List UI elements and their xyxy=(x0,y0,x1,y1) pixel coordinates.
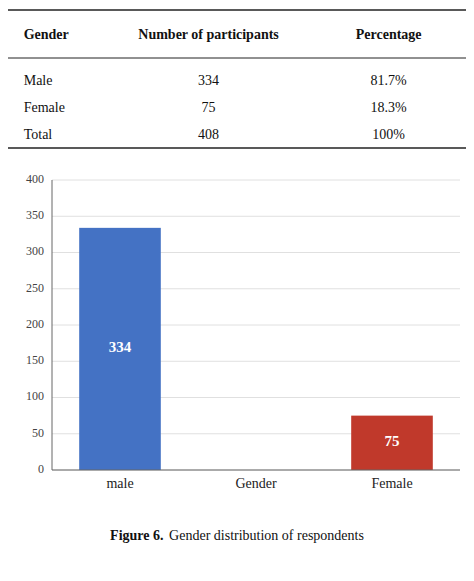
bars xyxy=(79,228,433,470)
y-tick-label: 300 xyxy=(26,244,44,258)
y-tick-label: 0 xyxy=(38,462,44,476)
grid-line xyxy=(52,180,460,181)
table-cell: Male xyxy=(24,73,53,88)
figure: Gender Number of participants Percentage Ma… xyxy=(0,0,474,581)
table-cell: Female xyxy=(24,100,65,115)
y-tick-label: 200 xyxy=(26,317,44,331)
table-header: Percentage xyxy=(356,27,422,42)
table-cell: 18.3% xyxy=(371,100,408,115)
x-axis xyxy=(52,470,460,471)
table-cell: 75 xyxy=(202,100,216,115)
data-label: 334 xyxy=(109,339,132,355)
caption: Figure 6. Gender distribution of responde… xyxy=(110,528,364,543)
table-header: Gender xyxy=(24,27,69,42)
x-tick-label: male xyxy=(106,476,133,491)
table-cell: 408 xyxy=(198,127,219,142)
y-tick-label: 250 xyxy=(26,281,44,295)
grid-line xyxy=(52,216,460,217)
caption-part: Gender distribution of respondents xyxy=(169,528,364,543)
caption-part: Figure 6. xyxy=(110,528,163,543)
y-tick-label: 150 xyxy=(26,353,44,367)
grid-line xyxy=(52,470,460,471)
table-rule xyxy=(8,147,466,149)
table-rule xyxy=(8,9,466,11)
table: Gender Number of participants Percentage Ma… xyxy=(8,10,466,148)
y-tick-label: 100 xyxy=(26,389,44,403)
y-tick-label: 50 xyxy=(32,426,44,440)
bar xyxy=(351,416,433,470)
table-rule xyxy=(8,58,466,59)
table-cell: 100% xyxy=(372,127,405,142)
bar xyxy=(79,228,161,470)
y-tick-label: 350 xyxy=(26,208,44,222)
table-cell: Total xyxy=(24,127,53,142)
table-cell: 334 xyxy=(198,73,219,88)
data-label: 75 xyxy=(385,433,400,449)
table-cell: 81.7% xyxy=(371,73,408,88)
x-tick-label: Gender xyxy=(235,476,277,491)
bar-chart: 0 50 100 150 200 250 300 350 400 male Gender Female… xyxy=(26,172,460,543)
table-header: Number of participants xyxy=(138,27,279,42)
y-axis xyxy=(52,180,53,470)
y-tick-label: 400 xyxy=(26,172,44,186)
x-tick-label: Female xyxy=(371,476,412,491)
